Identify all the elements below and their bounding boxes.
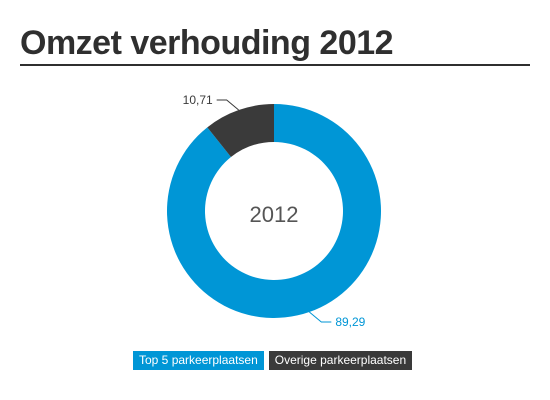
donut-slice-0 (167, 104, 382, 318)
data-label-1: 10,71 (183, 93, 213, 107)
title-divider (20, 64, 530, 66)
leader-line-1 (216, 99, 239, 111)
page-title: Omzet verhouding 2012 (20, 24, 394, 62)
data-label-0: 89,29 (335, 315, 365, 329)
data-label-leaders: 89,29 10,71 (183, 93, 366, 329)
donut-slices (167, 104, 382, 318)
leader-line-0 (309, 311, 332, 323)
legend-item-top-5: Top 5 parkeerplaatsen (133, 351, 264, 370)
legend: Top 5 parkeerplaatsen Overige parkeerpla… (133, 351, 413, 370)
center-label: 2012 (250, 202, 299, 227)
legend-item-overige: Overige parkeerplaatsen (268, 351, 413, 370)
donut-slice-1 (207, 104, 274, 158)
